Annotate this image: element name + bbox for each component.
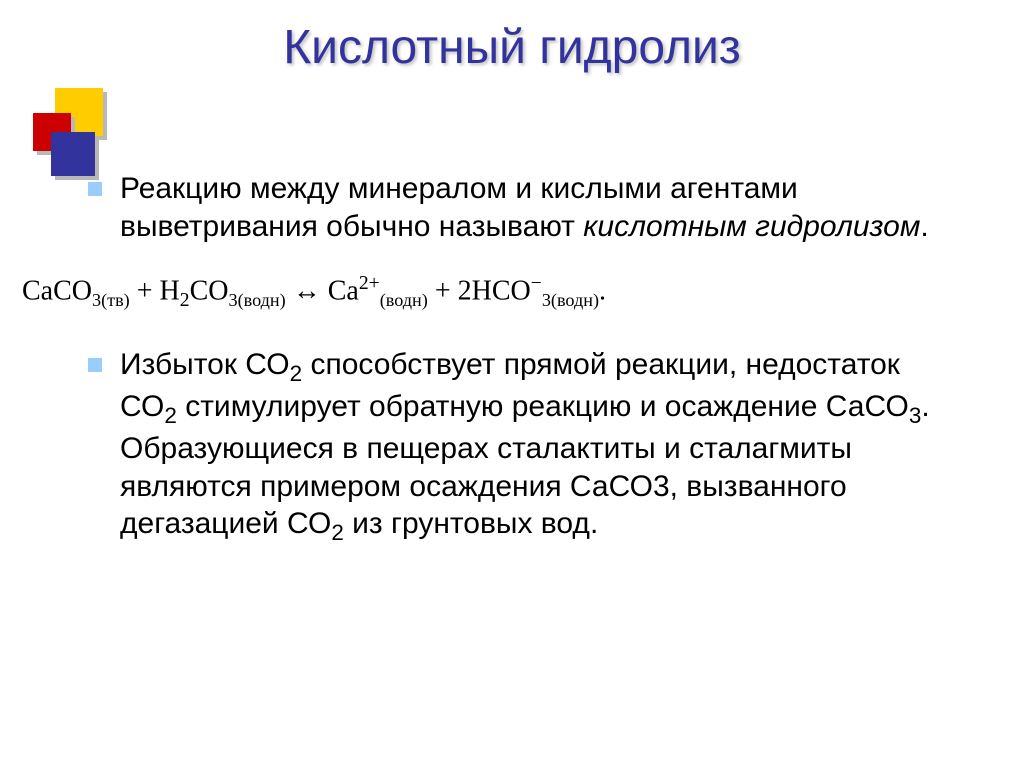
eq-plus1: + bbox=[130, 275, 160, 306]
corner-logo bbox=[15, 88, 105, 178]
bullet-square-icon bbox=[88, 182, 102, 196]
eq-rhs2-sup: − bbox=[531, 273, 542, 294]
p2e: из грунтовых вод. bbox=[344, 507, 598, 540]
eq-lhs1-sub: 3(тв) bbox=[92, 290, 130, 310]
eq-rhs1: Ca bbox=[328, 275, 359, 306]
eq-lhs2b: CO bbox=[190, 275, 229, 306]
slide-title: Кислотный гидролиз bbox=[0, 20, 1024, 75]
p2-sub3: 3 bbox=[909, 403, 922, 428]
p2c: стимулирует обратную реакцию и осаждение… bbox=[177, 390, 909, 423]
bullet-item-1: Реакцию между минералом и кислыми агента… bbox=[88, 170, 964, 245]
eq-rhs2-coeff: 2 bbox=[458, 275, 472, 306]
eq-period: . bbox=[599, 275, 606, 306]
eq-lhs2-sub2: 3(водн) bbox=[228, 290, 285, 310]
eq-rhs2-sub: 3(водн) bbox=[542, 290, 599, 310]
eq-rhs2: HCO bbox=[472, 275, 531, 306]
eq-rhs1-sub: (водн) bbox=[380, 290, 428, 310]
eq-plus2: + bbox=[428, 275, 458, 306]
slide-content: Реакцию между минералом и кислыми агента… bbox=[88, 170, 964, 555]
eq-lhs2a: H bbox=[160, 275, 180, 306]
p2-sub1: 2 bbox=[290, 361, 303, 386]
bullet-square-icon bbox=[88, 358, 102, 372]
eq-rhs1-sup: 2+ bbox=[359, 273, 380, 294]
p2a: Избыток СО bbox=[120, 348, 290, 381]
eq-arrow: ↔ bbox=[286, 275, 328, 306]
paragraph-1: Реакцию между минералом и кислыми агента… bbox=[120, 170, 964, 245]
bullet-item-2: Избыток СО2 способствует прямой реакции,… bbox=[88, 346, 964, 547]
p2-sub4: 2 bbox=[331, 520, 344, 545]
para1-italic: кислотным гидролизом bbox=[583, 210, 920, 243]
para1-end: . bbox=[920, 210, 928, 243]
eq-lhs1: CaCO bbox=[22, 275, 92, 306]
chemical-equation: CaCO3(тв) + H2CO3(водн) ↔ Ca2+(водн) + 2… bbox=[22, 273, 964, 312]
paragraph-2: Избыток СО2 способствует прямой реакции,… bbox=[120, 346, 964, 547]
eq-lhs2-sub1: 2 bbox=[180, 290, 190, 311]
p2-sub2: 2 bbox=[164, 403, 177, 428]
